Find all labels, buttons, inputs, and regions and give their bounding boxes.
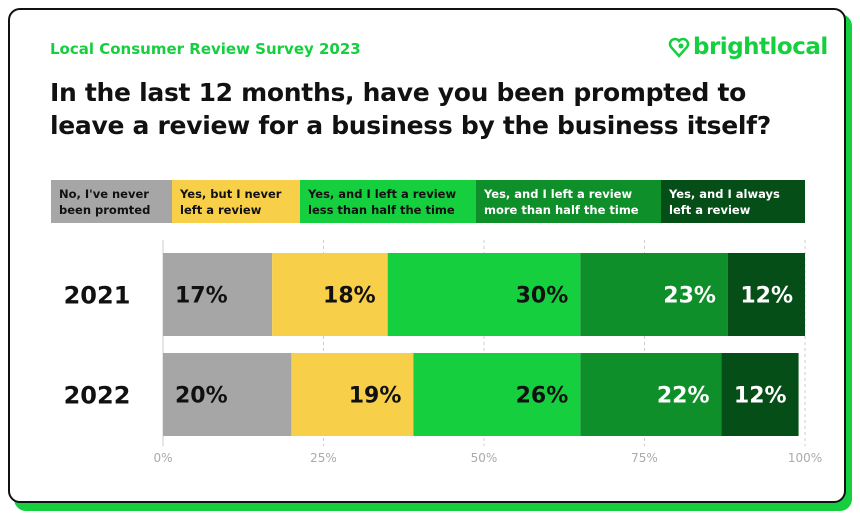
bar-segment xyxy=(727,253,805,336)
bar-segment xyxy=(163,353,292,436)
data-label: 22% xyxy=(657,384,710,409)
tick-label: 0% xyxy=(153,451,172,465)
data-label: 12% xyxy=(740,284,793,309)
brand-logo: brightlocal xyxy=(668,34,828,60)
data-label: 12% xyxy=(734,384,787,409)
row-label: 2022 xyxy=(64,382,131,410)
survey-subtitle: Local Consumer Review Survey 2023 xyxy=(50,40,361,58)
legend-item: Yes, and I left a review more than half … xyxy=(476,180,661,223)
legend-item: Yes, but I never left a review xyxy=(172,180,300,223)
tick-label: 100% xyxy=(788,451,822,465)
data-label: 18% xyxy=(323,284,376,309)
data-label: 20% xyxy=(175,384,228,409)
data-label: 23% xyxy=(663,284,716,309)
row-label: 2021 xyxy=(64,282,131,310)
tick-label: 50% xyxy=(471,451,498,465)
brand-name: brightlocal xyxy=(693,34,828,60)
data-label: 19% xyxy=(349,384,402,409)
legend: No, I've never been promted Yes, but I ne… xyxy=(51,180,805,223)
tick-label: 75% xyxy=(631,451,658,465)
bar-segment xyxy=(580,353,722,436)
bar-segment xyxy=(721,353,799,436)
legend-item: Yes, and I left a review less than half … xyxy=(300,180,476,223)
chart-title: In the last 12 months, have you been pro… xyxy=(50,78,771,140)
bar-segment xyxy=(291,353,414,436)
heart-pin-icon xyxy=(668,37,690,58)
tick-label: 25% xyxy=(310,451,337,465)
data-label: 26% xyxy=(516,384,569,409)
bar-segment xyxy=(387,253,581,336)
bar-segment xyxy=(163,253,273,336)
data-label: 30% xyxy=(516,284,569,309)
legend-item: Yes, and I always left a review xyxy=(661,180,805,223)
bar-segment xyxy=(413,353,581,436)
legend-item: No, I've never been promted xyxy=(51,180,172,223)
bar-segment xyxy=(272,253,388,336)
data-label: 17% xyxy=(175,284,228,309)
bar-segment xyxy=(580,253,728,336)
